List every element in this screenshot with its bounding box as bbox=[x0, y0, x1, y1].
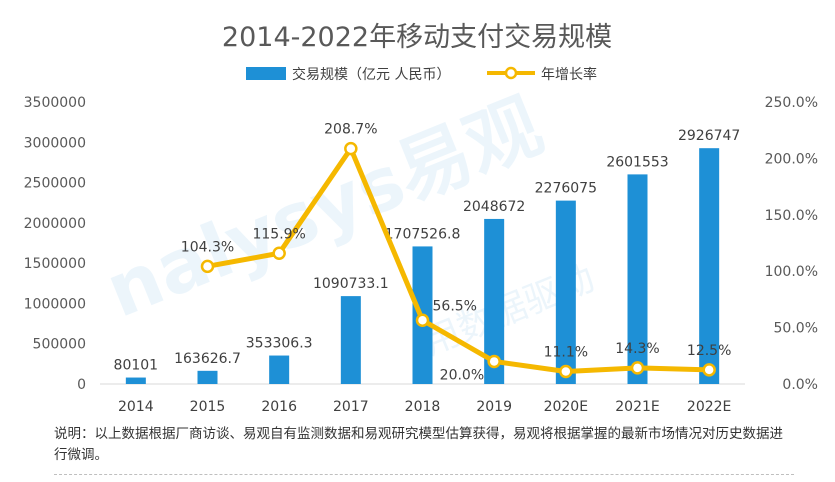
bar bbox=[484, 218, 505, 384]
growth-value-label: 14.3% bbox=[615, 341, 659, 357]
x-tick-label: 2018 bbox=[405, 399, 441, 415]
legend-bar-label: 交易规模（亿元 人民币） bbox=[292, 66, 450, 83]
legend: 交易规模（亿元 人民币） 年增长率 bbox=[246, 66, 597, 83]
bar bbox=[125, 377, 146, 384]
y-left-tick-label: 1000000 bbox=[24, 296, 86, 312]
bar bbox=[555, 200, 576, 384]
x-tick-label: 2022E bbox=[687, 399, 731, 415]
y-left-tick-label: 2500000 bbox=[24, 176, 86, 192]
y-right-tick-label: 100.0% bbox=[765, 264, 818, 280]
x-tick-label: 2016 bbox=[261, 399, 297, 415]
bar-value-label: 1090733.1 bbox=[313, 276, 389, 292]
x-tick-label: 2015 bbox=[190, 399, 226, 415]
legend-bar-swatch bbox=[246, 67, 286, 80]
x-axis-ticks: 2014 2015 2016 2017 2018 2019 2020E 2021E 2022E bbox=[118, 399, 731, 415]
y-left-tick-label: 0 bbox=[77, 377, 86, 393]
y-right-tick-label: 50.0% bbox=[774, 321, 818, 337]
y-axis-left: 0 500000 1000000 1500000 2000000 2500000 30000… bbox=[24, 95, 86, 393]
growth-line-series bbox=[200, 141, 716, 379]
growth-line bbox=[205, 146, 712, 374]
y-axis-right: 0.0% 50.0% 100.0% 150.0% 200.0% 250.0% bbox=[765, 95, 818, 393]
y-right-tick-label: 150.0% bbox=[765, 208, 818, 224]
legend-line-label: 年增长率 bbox=[541, 66, 597, 83]
x-tick-label: 2021E bbox=[615, 399, 659, 415]
bar bbox=[197, 370, 218, 384]
growth-value-label: 115.9% bbox=[252, 226, 305, 242]
bar-value-label: 163626.7 bbox=[174, 351, 241, 367]
bar-value-label: 353306.3 bbox=[246, 336, 313, 352]
bar bbox=[269, 355, 290, 384]
y-right-tick-label: 0.0% bbox=[782, 377, 818, 393]
x-tick-label: 2019 bbox=[476, 399, 512, 415]
growth-value-label: 208.7% bbox=[324, 122, 377, 138]
bar-value-label: 1707526.8 bbox=[385, 226, 461, 242]
growth-value-label: 20.0% bbox=[440, 367, 484, 383]
growth-point bbox=[487, 354, 501, 369]
y-left-tick-label: 1500000 bbox=[24, 256, 86, 272]
y-left-tick-label: 3500000 bbox=[24, 95, 86, 111]
growth-point bbox=[415, 313, 430, 328]
bar bbox=[340, 296, 361, 384]
bar-value-label: 2276075 bbox=[535, 181, 597, 197]
chart-title: 2014-2022年移动支付交易规模 bbox=[222, 22, 612, 53]
growth-value-label: 104.3% bbox=[181, 239, 234, 255]
growth-labels: 104.3% 115.9% 208.7% 56.5% 20.0% 11.1% 14.3% 12… bbox=[181, 122, 732, 384]
y-left-tick-label: 500000 bbox=[33, 337, 86, 353]
bar-value-label: 2926747 bbox=[678, 128, 740, 144]
growth-point bbox=[344, 141, 358, 156]
bar bbox=[699, 148, 720, 384]
bar-labels: 80101 163626.7353306.31090733.11707526.82… bbox=[114, 128, 741, 373]
growth-value-label: 56.5% bbox=[433, 298, 477, 314]
growth-point bbox=[559, 364, 573, 379]
bar bbox=[627, 174, 648, 384]
growth-value-label: 12.5% bbox=[687, 343, 731, 359]
y-right-tick-label: 200.0% bbox=[765, 151, 818, 167]
bar-value-label: 2048672 bbox=[463, 199, 525, 215]
growth-point bbox=[702, 363, 716, 377]
growth-value-label: 11.1% bbox=[544, 344, 588, 360]
y-left-tick-label: 3000000 bbox=[24, 135, 86, 151]
growth-point bbox=[200, 259, 215, 274]
x-tick-label: 2020E bbox=[544, 399, 588, 415]
bar-value-label: 2601553 bbox=[606, 154, 668, 170]
y-right-tick-label: 250.0% bbox=[765, 95, 818, 111]
footnote-divider bbox=[54, 474, 794, 475]
legend-line-marker bbox=[504, 66, 518, 80]
x-tick-label: 2017 bbox=[333, 399, 369, 415]
footnote: 说明：以上数据根据厂商访谈、易观自有监测数据和易观研究模型估算获得，易观将根据掌… bbox=[54, 426, 783, 463]
growth-point bbox=[630, 361, 645, 375]
growth-point bbox=[272, 246, 286, 261]
y-left-tick-label: 2000000 bbox=[24, 216, 86, 232]
bar-value-label: 80101 bbox=[114, 358, 159, 374]
x-tick-label: 2014 bbox=[118, 399, 154, 415]
